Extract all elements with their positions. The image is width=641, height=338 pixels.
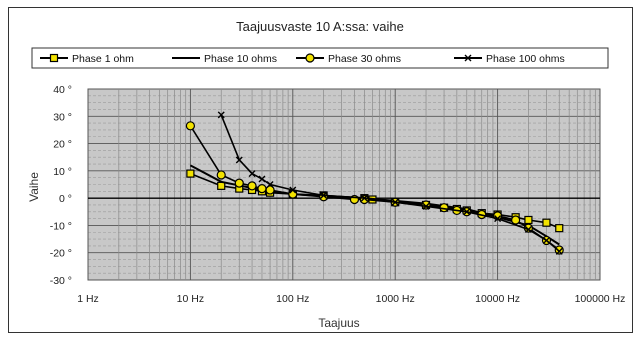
data-point [542, 236, 550, 244]
data-point [463, 208, 471, 216]
data-point [248, 170, 256, 178]
data-point [258, 175, 266, 183]
data-point [421, 200, 431, 210]
data-point [185, 121, 195, 131]
x-tick-label: 1 Hz [77, 293, 99, 305]
data-point [266, 181, 274, 188]
data-point [359, 194, 369, 205]
data-point [235, 156, 243, 164]
data-point [422, 202, 430, 210]
x-tick-label: 10000 Hz [475, 293, 520, 305]
y-tick-label: 0 ° [59, 193, 72, 205]
grid [87, 88, 601, 281]
legend-label: Phase 30 ohms [328, 53, 401, 65]
legend-item: Phase 30 ohms [296, 53, 401, 65]
x-tick-label: 100000 Hz [575, 293, 626, 305]
legend: Phase 1 ohm Phase 10 ohms Phase 30 ohms Pha… [31, 47, 609, 69]
data-point [511, 215, 521, 225]
data-point [257, 183, 267, 194]
x-tick-label: 100 Hz [276, 293, 309, 305]
data-point [554, 245, 564, 255]
data-point [391, 198, 399, 206]
y-tick-label: 40 ° [53, 84, 72, 96]
data-point [360, 194, 368, 202]
series-phase-100-ohms [217, 111, 563, 255]
data-point [542, 218, 551, 227]
data-point [247, 181, 257, 191]
tick-labels: 1 Hz 10 Hz 100 Hz 1000 Hz 10000 Hz 100000 Hz 4… [50, 84, 626, 305]
data-point [49, 53, 59, 63]
series-layer [185, 111, 564, 255]
data-point [524, 215, 533, 225]
x-tick-label: 1000 Hz [376, 293, 415, 305]
legend-label: Phase 10 ohms [204, 53, 277, 65]
y-tick-label: 30 ° [53, 111, 72, 123]
y-tick-label: 20 ° [53, 139, 72, 151]
data-point [464, 54, 472, 62]
y-tick-label: -20 ° [50, 248, 72, 260]
data-point [217, 111, 225, 119]
data-point [524, 226, 532, 234]
y-tick-label: -30 ° [50, 275, 72, 287]
data-point [494, 215, 502, 223]
data-point [289, 186, 297, 194]
legend-item: Phase 1 ohm [40, 53, 134, 65]
legend-label: Phase 1 ohm [72, 53, 134, 65]
y-axis-label: Vaihe [27, 172, 41, 202]
data-point [234, 178, 244, 188]
data-point [265, 185, 275, 195]
legend-item: Phase 100 ohms [454, 53, 565, 65]
data-point [186, 169, 195, 178]
y-tick-label: -10 ° [50, 220, 72, 232]
data-point [555, 247, 563, 255]
y-tick-label: 10 ° [53, 166, 72, 178]
data-point [216, 170, 226, 180]
data-point [320, 191, 328, 199]
x-axis-label: Taajuus [318, 316, 359, 330]
data-point [555, 224, 564, 233]
data-point [305, 53, 315, 63]
data-point [319, 192, 329, 202]
x-tick-label: 10 Hz [177, 293, 204, 305]
legend-label: Phase 100 ohms [486, 53, 565, 65]
legend-item: Phase 10 ohms [172, 53, 277, 65]
data-point [217, 181, 226, 190]
chart-title: Taajuusvaste 10 A:ssa: vaihe [236, 19, 404, 34]
